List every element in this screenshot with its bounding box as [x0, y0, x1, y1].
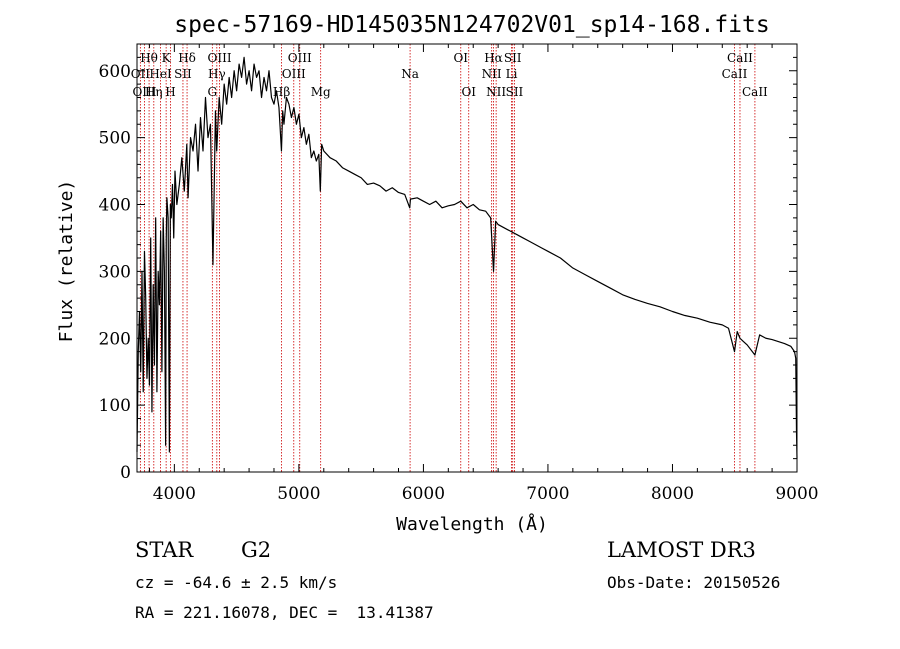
spectral-line-label: SII	[174, 67, 192, 81]
y-tick-label: 400	[99, 196, 131, 216]
y-tick-label: 100	[99, 396, 131, 416]
spectral-line-label: SII	[504, 51, 522, 65]
x-axis-label: Wavelength (Å)	[396, 513, 548, 535]
subclass: G2	[241, 538, 272, 562]
spectral-line-label: H	[165, 85, 175, 99]
spectral-line-label: Li	[506, 67, 518, 81]
spectral-line-label: CaII	[742, 85, 768, 99]
y-tick-label: 300	[99, 262, 131, 282]
spectral-line-label: CaII	[727, 51, 753, 65]
spectral-line-label: HeI	[149, 67, 172, 81]
x-tick-label: 8000	[651, 484, 694, 504]
velocity-readout: cz = -64.6 ± 2.5 km/s	[135, 573, 338, 592]
spectral-line-label: Na	[401, 67, 419, 81]
plot-area	[136, 56, 798, 459]
x-tick-label: 7000	[526, 484, 569, 504]
spectral-line-label: OIII	[208, 51, 232, 65]
object-class: STAR	[135, 538, 194, 562]
spectral-line-label: OI	[461, 85, 476, 99]
spectral-line-label: Mg	[311, 85, 331, 99]
y-tick-label: 500	[99, 129, 131, 149]
y-tick-label: 200	[99, 329, 131, 349]
spectral-line-label: CaII	[722, 67, 748, 81]
spectral-line-label: K	[162, 51, 172, 65]
spectral-line-label: Hη	[145, 85, 163, 99]
spectral-line-label: OIII	[132, 85, 156, 99]
spectral-line-label: NII	[486, 85, 506, 99]
plot-frame	[136, 43, 798, 473]
spectral-line-label: Hα	[484, 51, 503, 65]
chart-title: spec-57169-HD145035N124702V01_sp14-168.f…	[174, 12, 769, 38]
spectral-line-label: OIII	[282, 67, 306, 81]
spectral-line-label: Hδ	[178, 51, 196, 65]
x-tick-label: 5000	[277, 484, 320, 504]
spectrum-line	[136, 56, 798, 459]
x-tick-label: 4000	[153, 484, 196, 504]
spectral-line-label: SII	[506, 85, 524, 99]
coordinates: RA = 221.16078, DEC = 13.41387	[135, 603, 434, 622]
spectral-line-label: Hγ	[208, 67, 226, 81]
x-tick-label: 6000	[402, 484, 445, 504]
spectral-line-markers	[139, 44, 756, 472]
obs-date: Obs-Date: 20150526	[607, 573, 781, 592]
y-tick-label: 0	[120, 463, 131, 483]
spectral-line-label: OII	[131, 67, 151, 81]
spectral-line-label: Hθ	[140, 51, 158, 65]
y-axis-label: Flux (relative)	[56, 180, 77, 343]
survey-name: LAMOST DR3	[607, 538, 756, 562]
spectral-line-label: G	[208, 85, 218, 99]
x-tick-label: 9000	[775, 484, 818, 504]
spectral-line-label: OIII	[288, 51, 312, 65]
y-tick-label: 600	[99, 62, 131, 82]
spectral-line-label: NII	[482, 67, 502, 81]
spectral-line-label: OI	[453, 51, 468, 65]
